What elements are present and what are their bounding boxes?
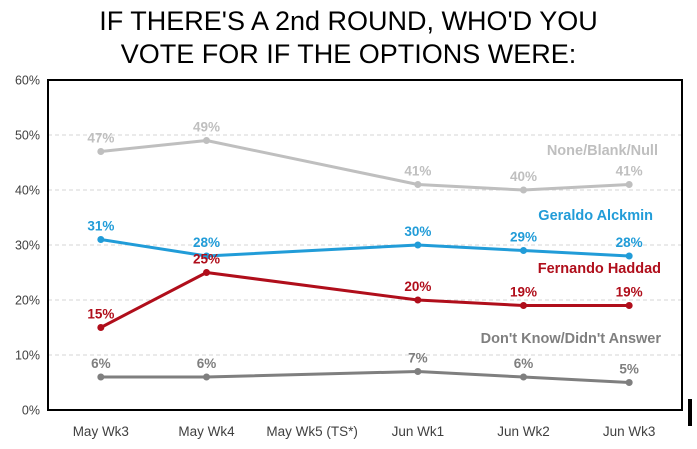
x-axis-tick-label: May Wk4	[178, 424, 235, 439]
data-point-label: 6%	[91, 356, 111, 371]
y-axis-tick-label: 50%	[15, 129, 40, 143]
x-axis-tick-label: May Wk5 (TS*)	[266, 424, 358, 439]
chart-title-line-1: IF THERE'S A 2nd ROUND, WHO'D YOU	[99, 6, 598, 36]
data-point-label: 20%	[404, 279, 431, 294]
data-point-label: 19%	[616, 285, 643, 300]
data-point-marker	[414, 241, 422, 249]
data-point-marker	[203, 269, 210, 276]
data-point-marker	[97, 236, 105, 243]
y-axis-tick-label: 10%	[15, 349, 40, 363]
data-point-marker	[520, 373, 527, 381]
data-point-label: 40%	[510, 169, 537, 184]
data-point-marker	[625, 379, 633, 386]
data-point-marker	[520, 302, 527, 309]
data-point-label: 31%	[87, 219, 114, 234]
data-point-label: 6%	[197, 356, 217, 371]
data-point-label: 30%	[404, 224, 431, 239]
y-axis-tick-label: 40%	[15, 184, 40, 198]
x-axis-tick-label: Jun Wk1	[392, 424, 445, 439]
cursor-bar	[688, 399, 692, 426]
series-label-none-blank-null: None/Blank/Null	[547, 143, 658, 159]
y-axis-tick-label: 60%	[15, 74, 40, 88]
data-point-label: 15%	[87, 307, 114, 322]
data-point-marker	[625, 181, 633, 188]
series-label-fernando-haddad: Fernando Haddad	[538, 261, 661, 277]
chart-title: IF THERE'S A 2nd ROUND, WHO'D YOU VOTE F…	[0, 5, 697, 71]
data-point-marker	[414, 181, 422, 188]
x-axis-tick-label: Jun Wk3	[603, 424, 656, 439]
plot-border	[47, 79, 683, 411]
series-line-don-t-know-didn-t-answer	[99, 370, 631, 384]
y-axis-tick-label: 20%	[15, 294, 40, 308]
data-point-label: 25%	[193, 252, 220, 267]
data-point-label: 41%	[404, 164, 431, 179]
data-point-marker	[203, 373, 210, 381]
data-point-label: 6%	[514, 356, 534, 371]
data-point-label: 28%	[616, 235, 643, 250]
data-point-marker	[414, 368, 422, 375]
data-point-marker	[520, 186, 527, 194]
x-axis-tick-label: Jun Wk2	[497, 424, 550, 439]
y-axis-tick-label: 0%	[22, 404, 40, 418]
y-axis-tick-label: 30%	[15, 239, 40, 253]
chart-title-line-2: VOTE FOR IF THE OPTIONS WERE:	[120, 39, 577, 69]
x-axis-tick-label: May Wk3	[73, 424, 129, 439]
data-point-label: 7%	[408, 351, 428, 366]
data-point-marker	[414, 296, 422, 304]
data-point-marker	[97, 324, 105, 331]
data-point-label: 47%	[87, 131, 114, 146]
series-line-geraldo-alckmin	[99, 238, 631, 258]
data-point-label: 19%	[510, 285, 537, 300]
data-point-marker	[625, 302, 633, 309]
data-point-marker	[520, 247, 527, 254]
data-point-label: 41%	[616, 164, 643, 179]
data-point-label: 28%	[193, 235, 220, 250]
data-point-marker	[97, 148, 105, 155]
series-label-geraldo-alckmin: Geraldo Alckmin	[538, 208, 653, 224]
data-point-marker	[203, 137, 210, 144]
data-point-label: 49%	[193, 120, 220, 135]
data-point-marker	[625, 252, 633, 260]
data-point-label: 29%	[510, 230, 537, 245]
data-point-marker	[97, 373, 105, 381]
data-point-marker	[203, 252, 210, 260]
data-point-label: 5%	[619, 362, 639, 377]
series-label-don-t-know-didn-t-answer: Don't Know/Didn't Answer	[481, 331, 662, 347]
